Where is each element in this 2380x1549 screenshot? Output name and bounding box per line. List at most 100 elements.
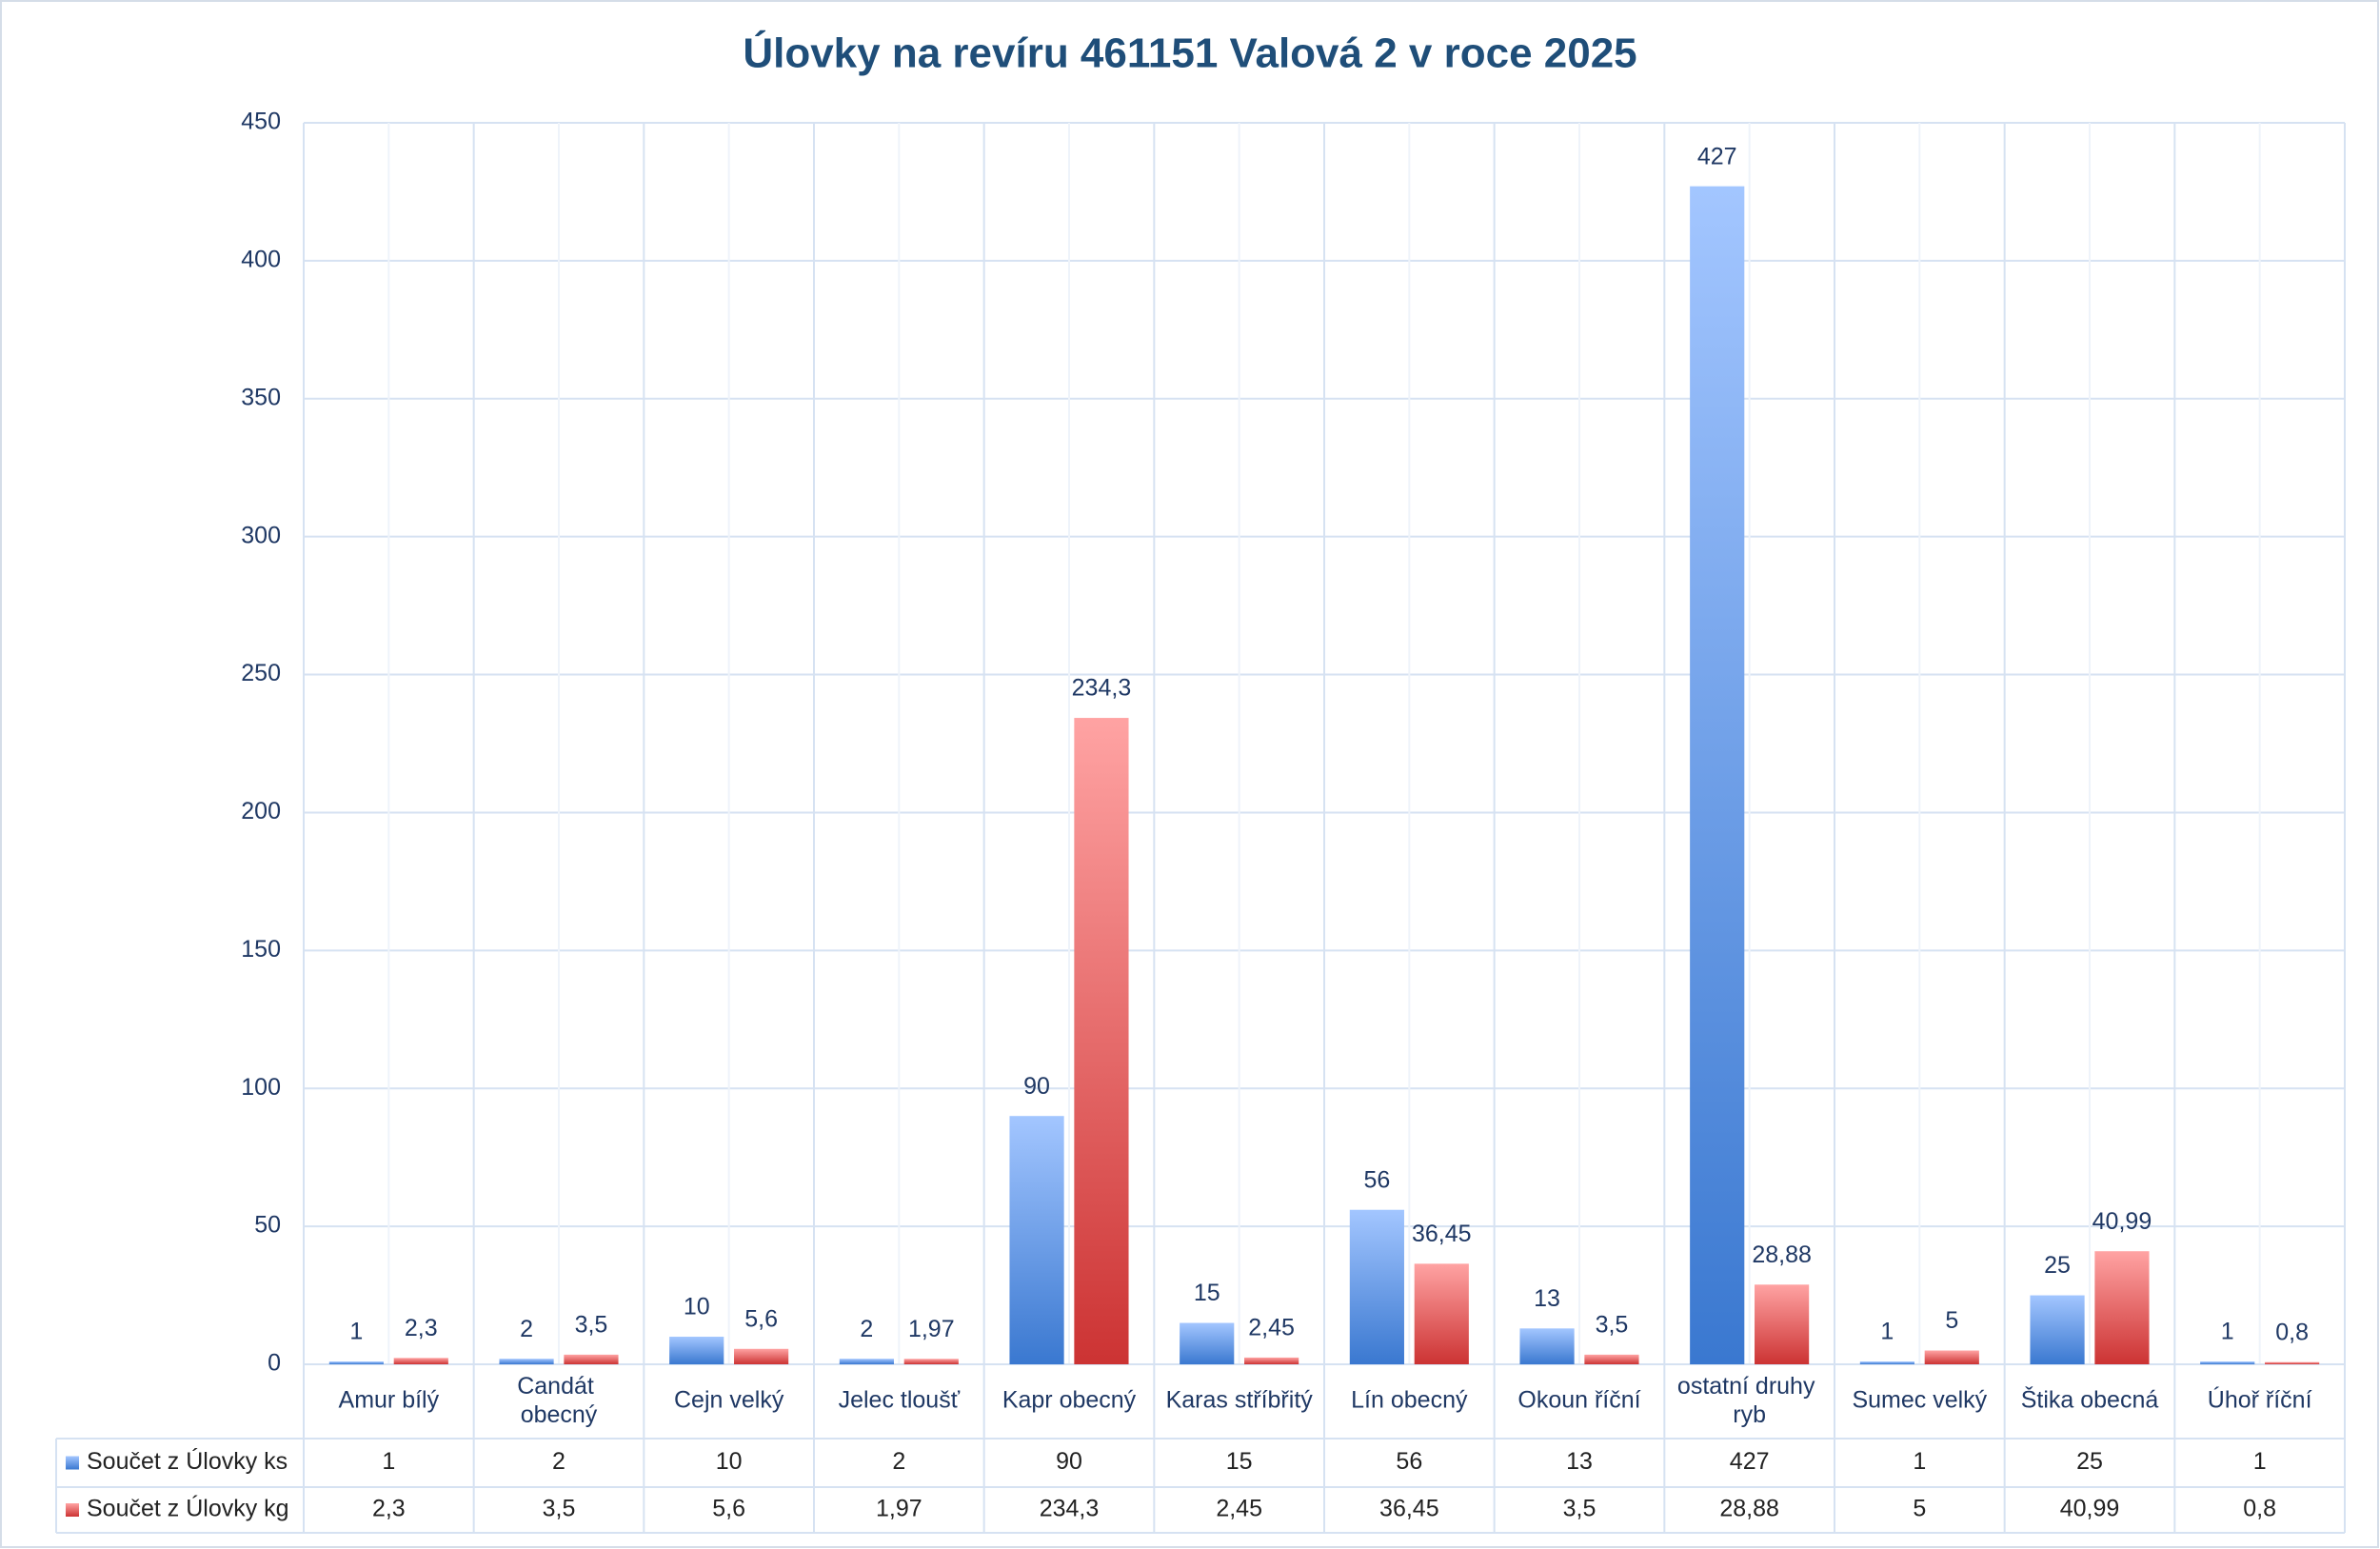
table-cell: 2,3 — [372, 1496, 406, 1522]
y-tick-label: 300 — [241, 522, 281, 548]
table-cell: 1 — [382, 1448, 395, 1475]
y-tick-label: 50 — [254, 1212, 281, 1239]
bar — [1584, 1354, 1639, 1364]
legend-label: Součet z Úlovky ks — [87, 1447, 288, 1475]
table-cell: 5 — [1913, 1496, 1926, 1522]
value-label: 28,88 — [1752, 1241, 1812, 1268]
y-tick-label: 250 — [241, 660, 281, 686]
bar — [328, 1361, 384, 1364]
y-tick-label: 100 — [241, 1074, 281, 1101]
y-tick-label: 150 — [241, 936, 281, 963]
value-label: 1 — [2221, 1319, 2234, 1345]
bar — [839, 1359, 894, 1364]
value-label: 1,97 — [908, 1316, 955, 1342]
y-tick-label: 0 — [268, 1350, 281, 1377]
bar — [1414, 1263, 1469, 1364]
table-cell: 3,5 — [1563, 1496, 1597, 1522]
y-tick-label: 400 — [241, 246, 281, 272]
table-cell: 234,3 — [1040, 1496, 1100, 1522]
x-tick-label: Candát obecný — [517, 1373, 601, 1428]
value-label: 90 — [1023, 1073, 1050, 1100]
table-cell: 13 — [1566, 1448, 1593, 1475]
legend-label: Součet z Úlovky kg — [87, 1495, 289, 1522]
table-cell: 36,45 — [1379, 1496, 1439, 1522]
y-tick-label: 350 — [241, 384, 281, 410]
value-label: 2 — [520, 1316, 533, 1342]
table-cell: 3,5 — [543, 1496, 576, 1522]
table-cell: 10 — [716, 1448, 743, 1475]
bar — [669, 1337, 724, 1364]
value-label: 0,8 — [2275, 1319, 2309, 1345]
table-cell: 90 — [1056, 1448, 1082, 1475]
table-cell: 15 — [1226, 1448, 1253, 1475]
table-cell: 5,6 — [712, 1496, 745, 1522]
bar — [499, 1359, 554, 1364]
table-cell: 2 — [892, 1448, 905, 1475]
x-tick-label: Štika obecná — [2021, 1386, 2159, 1414]
table-cell: 0,8 — [2243, 1496, 2276, 1522]
table-cell: 56 — [1396, 1448, 1422, 1475]
table-cell: 2,45 — [1216, 1496, 1262, 1522]
bar — [2094, 1251, 2150, 1364]
table-cell: 40,99 — [2060, 1496, 2120, 1522]
y-tick-label: 200 — [241, 798, 281, 824]
bar — [2265, 1361, 2320, 1364]
bar — [1349, 1209, 1404, 1364]
x-tick-label: ostatní druhy ryb — [1677, 1373, 1821, 1428]
value-label: 2,45 — [1248, 1315, 1295, 1341]
value-label: 3,5 — [575, 1311, 608, 1338]
bar — [2200, 1361, 2255, 1364]
y-tick-label: 450 — [241, 109, 281, 135]
value-label: 5,6 — [744, 1305, 778, 1332]
value-label: 3,5 — [1596, 1311, 1629, 1338]
x-tick-label: Jelec tloušť — [839, 1387, 961, 1414]
x-tick-label: Amur bílý — [339, 1387, 440, 1414]
chart-title: Úlovky na revíru 461151 Valová 2 v roce … — [743, 30, 1636, 77]
x-tick-label: Kapr obecný — [1002, 1387, 1137, 1414]
table-cell: 28,88 — [1719, 1496, 1779, 1522]
bar — [1755, 1284, 1810, 1364]
value-label: 234,3 — [1072, 675, 1132, 702]
value-label: 25 — [2044, 1252, 2071, 1279]
value-label: 10 — [684, 1294, 710, 1321]
table-cell: 2 — [552, 1448, 565, 1475]
x-tick-label: Cejn velký — [674, 1387, 784, 1414]
bar — [1180, 1322, 1235, 1364]
bar — [1074, 718, 1129, 1364]
bar — [1009, 1116, 1064, 1364]
table-cell: 427 — [1730, 1448, 1770, 1475]
value-label: 40,99 — [2092, 1208, 2152, 1235]
table-cell: 1 — [2253, 1448, 2267, 1475]
bar — [903, 1359, 959, 1364]
value-label: 13 — [1534, 1285, 1560, 1312]
bar — [1519, 1328, 1575, 1364]
legend-swatch — [66, 1456, 79, 1470]
bar — [1924, 1350, 1979, 1364]
bar — [1690, 186, 1745, 1364]
x-tick-label: Úhoř říční — [2208, 1386, 2312, 1414]
table-cell: 25 — [2076, 1448, 2103, 1475]
bar — [564, 1354, 619, 1364]
value-label: 1 — [349, 1319, 363, 1345]
value-label: 2,3 — [405, 1315, 438, 1341]
x-tick-label: Sumec velký — [1852, 1387, 1987, 1414]
value-label: 56 — [1363, 1166, 1390, 1193]
bar — [393, 1358, 448, 1364]
x-tick-label: Lín obecný — [1351, 1387, 1468, 1414]
x-tick-label: Okoun říční — [1517, 1387, 1640, 1414]
value-label: 15 — [1194, 1280, 1220, 1306]
legend-swatch — [66, 1503, 79, 1517]
value-label: 5 — [1945, 1307, 1958, 1334]
bar — [1859, 1361, 1914, 1364]
value-label: 427 — [1697, 143, 1737, 169]
bar — [2030, 1295, 2085, 1364]
value-label: 1 — [1880, 1319, 1894, 1345]
bar — [1244, 1357, 1299, 1364]
value-label: 36,45 — [1412, 1221, 1472, 1247]
table-cell: 1 — [1913, 1448, 1926, 1475]
value-label: 2 — [860, 1316, 873, 1342]
x-tick-label: Karas stříbřitý — [1166, 1387, 1314, 1414]
table-cell: 1,97 — [876, 1496, 922, 1522]
